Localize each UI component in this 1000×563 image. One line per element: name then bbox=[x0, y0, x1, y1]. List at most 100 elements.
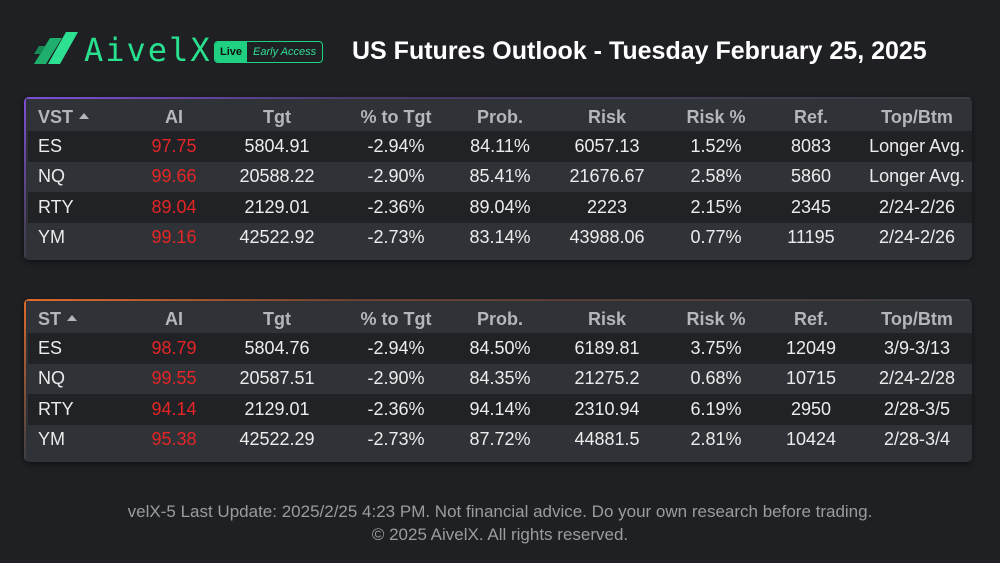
risk-cell: 43988.06 bbox=[548, 222, 666, 253]
pct-to-target-cell: -2.90% bbox=[340, 363, 452, 394]
risk-pct-cell: 0.77% bbox=[666, 222, 766, 253]
vst-sort-header[interactable]: VST bbox=[28, 103, 134, 131]
table-row: NQ 99.66 20588.22 -2.90% 85.41% 21676.67… bbox=[28, 161, 972, 192]
target-cell: 20588.22 bbox=[214, 161, 340, 192]
top-btm-cell: 2/28-3/4 bbox=[856, 424, 972, 455]
pct-to-target-cell: -2.36% bbox=[340, 192, 452, 223]
page-title: US Futures Outlook - Tuesday February 25… bbox=[352, 37, 927, 65]
disclaimer-text: velX-5 Last Update: 2025/2/25 4:23 PM. N… bbox=[127, 502, 873, 521]
column-header: Top/Btm bbox=[881, 308, 953, 329]
symbol-cell: NQ bbox=[28, 363, 134, 394]
ref-cell: 11195 bbox=[766, 222, 856, 253]
pct-to-target-cell: -2.94% bbox=[340, 333, 452, 364]
symbol-cell: YM bbox=[28, 424, 134, 455]
risk-pct-cell: 1.52% bbox=[666, 131, 766, 162]
ref-cell: 10424 bbox=[766, 424, 856, 455]
table-row: ES 98.79 5804.76 -2.94% 84.50% 6189.81 3… bbox=[28, 333, 972, 364]
top-btm-cell: 3/9-3/13 bbox=[856, 333, 972, 364]
table-row: RTY 94.14 2129.01 -2.36% 94.14% 2310.94 … bbox=[28, 394, 972, 425]
risk-pct-cell: 6.19% bbox=[666, 394, 766, 425]
column-header: % to Tgt bbox=[360, 308, 432, 329]
vst-table: VST AI Tgt % to Tgt Prob. Risk Risk % Re… bbox=[28, 103, 972, 253]
vst-panel: VST AI Tgt % to Tgt Prob. Risk Risk % Re… bbox=[24, 97, 972, 260]
vst-accent-left bbox=[24, 97, 26, 260]
column-header: Tgt bbox=[263, 308, 291, 329]
target-cell: 20587.51 bbox=[214, 363, 340, 394]
ref-cell: 2345 bbox=[766, 192, 856, 223]
column-header: Risk bbox=[587, 308, 627, 329]
column-header: Ref. bbox=[793, 106, 828, 127]
st-header-row: ST AI Tgt % to Tgt Prob. Risk Risk % Ref… bbox=[28, 305, 972, 333]
table-row: YM 99.16 42522.92 -2.73% 83.14% 43988.06… bbox=[28, 222, 972, 253]
table-row: NQ 99.55 20587.51 -2.90% 84.35% 21275.2 … bbox=[28, 363, 972, 394]
pct-to-target-cell: -2.73% bbox=[340, 424, 452, 455]
column-header: VST bbox=[38, 106, 74, 127]
ai-score-cell: 99.55 bbox=[134, 363, 214, 394]
probability-cell: 84.50% bbox=[452, 333, 548, 364]
target-cell: 5804.76 bbox=[214, 333, 340, 364]
ref-cell: 12049 bbox=[766, 333, 856, 364]
risk-pct-cell: 3.75% bbox=[666, 333, 766, 364]
ref-cell: 8083 bbox=[766, 131, 856, 162]
ref-cell: 2950 bbox=[766, 394, 856, 425]
column-header: Top/Btm bbox=[881, 106, 953, 127]
symbol-cell: NQ bbox=[28, 161, 134, 192]
ai-score-cell: 98.79 bbox=[134, 333, 214, 364]
table-row: ES 97.75 5804.91 -2.94% 84.11% 6057.13 1… bbox=[28, 131, 972, 162]
symbol-cell: RTY bbox=[28, 192, 134, 223]
ai-score-cell: 94.14 bbox=[134, 394, 214, 425]
column-header: Prob. bbox=[476, 106, 523, 127]
st-sort-header[interactable]: ST bbox=[28, 305, 134, 333]
table-row: YM 95.38 42522.29 -2.73% 87.72% 44881.5 … bbox=[28, 424, 972, 455]
risk-cell: 2223 bbox=[548, 192, 666, 223]
column-header: Ref. bbox=[793, 308, 828, 329]
probability-cell: 85.41% bbox=[452, 161, 548, 192]
target-cell: 5804.91 bbox=[214, 131, 340, 162]
column-header: Risk % bbox=[686, 308, 746, 329]
probability-cell: 83.14% bbox=[452, 222, 548, 253]
st-accent-left bbox=[24, 299, 26, 462]
ai-score-cell: 89.04 bbox=[134, 192, 214, 223]
symbol-cell: YM bbox=[28, 222, 134, 253]
target-cell: 2129.01 bbox=[214, 192, 340, 223]
st-accent-top bbox=[24, 299, 972, 301]
vst-accent-top bbox=[24, 97, 972, 99]
pct-to-target-cell: -2.94% bbox=[340, 131, 452, 162]
probability-cell: 84.11% bbox=[452, 131, 548, 162]
live-label: Live bbox=[215, 42, 248, 62]
early-access-label: Early Access bbox=[253, 46, 317, 58]
top-btm-cell: Longer Avg. bbox=[856, 161, 972, 192]
ai-score-cell: 95.38 bbox=[134, 424, 214, 455]
target-cell: 42522.92 bbox=[214, 222, 340, 253]
sort-ascending-icon[interactable] bbox=[67, 314, 78, 321]
risk-cell: 21676.67 bbox=[548, 161, 666, 192]
column-header: % to Tgt bbox=[360, 106, 432, 127]
ref-cell: 10715 bbox=[766, 363, 856, 394]
symbol-cell: ES bbox=[28, 333, 134, 364]
st-panel: ST AI Tgt % to Tgt Prob. Risk Risk % Ref… bbox=[24, 299, 972, 462]
copyright-text: © 2025 AivelX. All rights reserved. bbox=[371, 525, 629, 544]
vst-header-row: VST AI Tgt % to Tgt Prob. Risk Risk % Re… bbox=[28, 103, 972, 131]
pct-to-target-cell: -2.73% bbox=[340, 222, 452, 253]
top-btm-cell: 2/24-2/26 bbox=[856, 222, 972, 253]
column-header: Risk bbox=[587, 106, 627, 127]
probability-cell: 94.14% bbox=[452, 394, 548, 425]
symbol-cell: ES bbox=[28, 131, 134, 162]
ai-score-cell: 99.16 bbox=[134, 222, 214, 253]
risk-pct-cell: 2.58% bbox=[666, 161, 766, 192]
top-btm-cell: 2/28-3/5 bbox=[856, 394, 972, 425]
pct-to-target-cell: -2.36% bbox=[340, 394, 452, 425]
ai-score-cell: 99.66 bbox=[134, 161, 214, 192]
column-header: ST bbox=[38, 308, 62, 329]
aivelx-logo-icon bbox=[34, 32, 78, 64]
probability-cell: 84.35% bbox=[452, 363, 548, 394]
sort-ascending-icon[interactable] bbox=[79, 112, 90, 119]
column-header: AI bbox=[165, 308, 183, 329]
top-btm-cell: 2/24-2/28 bbox=[856, 363, 972, 394]
probability-cell: 87.72% bbox=[452, 424, 548, 455]
target-cell: 2129.01 bbox=[214, 394, 340, 425]
risk-cell: 44881.5 bbox=[548, 424, 666, 455]
target-cell: 42522.29 bbox=[214, 424, 340, 455]
column-header: Tgt bbox=[263, 106, 291, 127]
risk-cell: 2310.94 bbox=[548, 394, 666, 425]
